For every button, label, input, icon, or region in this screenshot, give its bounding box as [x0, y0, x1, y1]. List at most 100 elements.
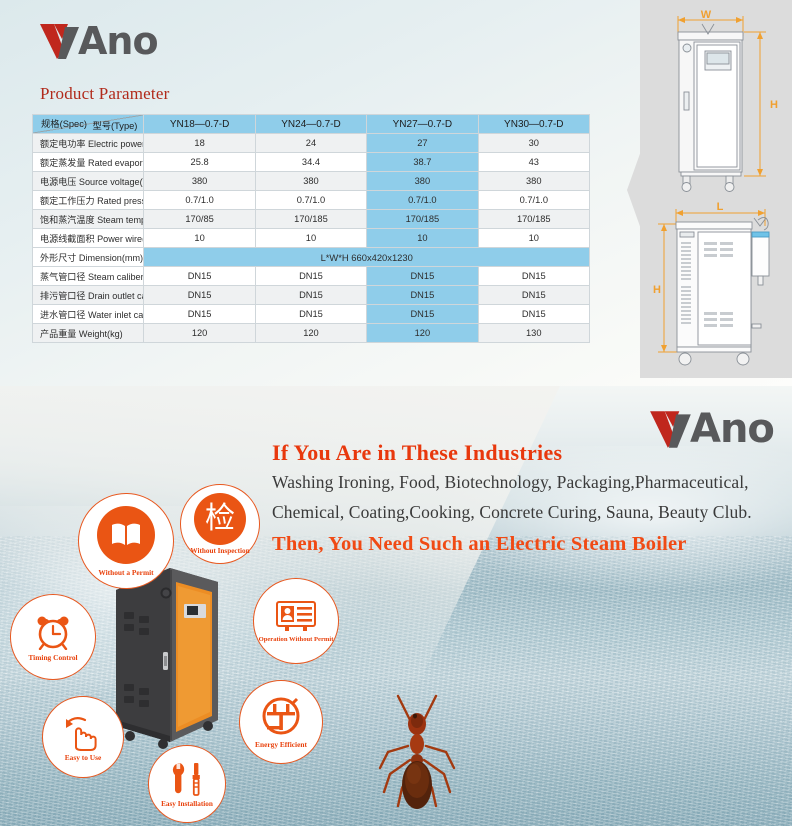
spec-cell: DN15 — [143, 266, 256, 286]
corner-type-label: 型号(Type) — [92, 121, 138, 131]
spec-row-label: 饱和蒸汽温度 Steam temperature(℃) — [31, 209, 145, 229]
spec-row-label: 电源电压 Source voltage(V) — [31, 171, 145, 191]
spec-row-label: 外形尺寸 Dimension(mm) — [31, 247, 145, 267]
table-row: 进水管口径 Water inlet caliber(mm)DN15DN15DN1… — [31, 304, 591, 324]
spec-cell: DN15 — [254, 285, 368, 305]
promo-cta: Then, You Need Such an Electric Steam Bo… — [272, 533, 687, 555]
spec-row-label: 蒸气管口径 Steam caliber(mm) — [31, 266, 145, 286]
vano-logo-icon — [648, 408, 696, 450]
brand-logo-secondary: Ano — [648, 406, 775, 452]
spec-cell: 120 — [254, 323, 368, 343]
badge-without-inspection[interactable]: 检 Without Inspection — [180, 484, 260, 564]
badge-energy-efficient[interactable]: Energy Efficient — [239, 680, 323, 764]
badge-caption: Timing Control — [28, 653, 78, 663]
spec-table-model-header: YN24—0.7-D — [254, 114, 368, 134]
spec-cell: DN15 — [254, 304, 368, 324]
wrench-screwdriver-icon — [167, 760, 207, 798]
badge-caption: Operation Without Permit — [258, 635, 334, 643]
spec-row-label: 额定工作压力 Rated pressure(MPa) — [31, 190, 145, 210]
spec-row-label: 额定电功率 Electric power(KW) — [31, 133, 145, 153]
spec-cell: 10 — [143, 228, 256, 248]
spec-row-label: 电源线截面积 Power wire(mm²) — [31, 228, 145, 248]
spec-table-corner: 型号(Type) 规格(Spec) — [31, 114, 145, 134]
dimension-value: L*W*H 660x420x1230 — [143, 247, 590, 267]
spec-row-label: 额定蒸发量 Rated evaporation(Kg/h) — [31, 152, 145, 172]
id-card-icon — [274, 599, 318, 633]
spec-cell: 27 — [366, 133, 479, 153]
spec-cell: 38.7 — [366, 152, 479, 172]
spec-cell: DN15 — [143, 285, 256, 305]
width-dimension-label: W — [701, 9, 712, 21]
open-book-icon — [97, 505, 155, 564]
table-row: 额定蒸发量 Rated evaporation(Kg/h)25.834.438.… — [31, 152, 591, 172]
badge-timing-control[interactable]: Timing Control — [10, 594, 96, 680]
spec-cell: 10 — [366, 228, 479, 248]
spec-cell: DN15 — [477, 266, 591, 286]
badge-without-a-permit[interactable]: Without a Permit — [78, 493, 174, 589]
spec-cell: DN15 — [477, 285, 591, 305]
table-row: 额定工作压力 Rated pressure(MPa)0.7/1.00.7/1.0… — [31, 190, 591, 210]
page-title: Product Parameter — [40, 84, 170, 103]
table-row: 排污管口径 Drain outlet caliber(mm)DN15DN15DN… — [31, 285, 591, 305]
length-dimension-label: L — [717, 201, 724, 213]
corner-spec-label: 规格(Spec) — [41, 119, 87, 129]
table-row-dimension: 外形尺寸 Dimension(mm) L*W*H 660x420x1230 — [31, 247, 590, 267]
brand-logo: Ano — [38, 19, 159, 63]
brand-name-secondary: Ano — [690, 406, 775, 452]
spec-row-label: 排污管口径 Drain outlet caliber(mm) — [31, 285, 145, 305]
vano-logo-icon — [38, 21, 84, 61]
spec-row-label: 产品重量 Weight(kg) — [31, 323, 145, 343]
badge-easy-installation[interactable]: Easy Installation — [148, 745, 226, 823]
inspection-character-icon: 检 — [194, 492, 246, 545]
table-row: 饱和蒸汽温度 Steam temperature(℃)170/85 170/185… — [31, 209, 591, 229]
spec-cell: 170/185 — [366, 209, 479, 229]
promo-industries-line-2: Chemical, Coating,Cooking, Concrete Curi… — [272, 502, 752, 522]
spec-cell: DN15 — [366, 285, 479, 305]
spec-cell: DN15 — [143, 304, 256, 324]
spec-cell: 170/185 — [477, 209, 591, 229]
boiler-side-view-drawing: L H — [648, 200, 788, 375]
table-row: 产品重量 Weight(kg) 120 120 120 130 — [31, 323, 591, 343]
boiler-front-view-drawing: W H — [648, 8, 788, 198]
spec-cell: 380 — [254, 171, 368, 191]
spec-cell: 10 — [477, 228, 591, 248]
spec-row-label: 进水管口径 Water inlet caliber(mm) — [31, 304, 145, 324]
promo-headline: If You Are in These Industries — [272, 440, 563, 465]
spec-cell: 0.7/1.0 — [366, 190, 479, 210]
brand-name: Ano — [78, 19, 159, 63]
spec-cell: 130 — [477, 323, 591, 343]
spec-cell: DN15 — [366, 266, 479, 286]
energy-saving-icon — [259, 695, 303, 739]
spec-cell: 18 — [143, 133, 256, 153]
badge-caption: Without a Permit — [98, 567, 154, 577]
spec-cell: DN15 — [477, 304, 591, 324]
spec-cell: 24 — [254, 133, 368, 153]
spec-cell: DN15 — [366, 304, 479, 324]
spec-cell: 380 — [477, 171, 591, 191]
electric-steam-boiler-photo — [108, 560, 226, 750]
top-panel: Ano Product Parameter 型号(Type) 规格(Spec) YN… — [0, 0, 792, 386]
spec-cell: 0.7/1.0 — [477, 190, 591, 210]
height-dimension-label-front: H — [770, 99, 778, 111]
promo-industries-line-1: Washing Ironing, Food, Biotechnology, Pa… — [272, 472, 749, 492]
spec-table-model-header: YN18—0.7-D — [143, 114, 256, 134]
spec-cell: 30 — [477, 133, 591, 153]
inspection-glyph: 检 — [205, 500, 235, 536]
spec-table: 型号(Type) 规格(Spec) YN18—0.7-D YN24—0.7-D YN27… — [31, 114, 591, 343]
alarm-clock-icon — [33, 612, 73, 651]
spec-cell: 43 — [477, 152, 591, 172]
spec-table-model-header: YN30—0.7-D — [477, 114, 591, 134]
spec-table-model-header: YN27—0.7-D — [366, 114, 479, 134]
spec-cell: 25.8 — [143, 152, 256, 172]
spec-cell: 10 — [254, 228, 368, 248]
pointing-hand-icon — [63, 713, 103, 751]
spec-cell: 0.7/1.0 — [143, 190, 256, 210]
spec-cell: DN15 — [254, 266, 368, 286]
badge-operation-without-permit[interactable]: Operation Without Permit — [253, 578, 339, 664]
spec-cell: 170/85 — [143, 209, 256, 229]
badge-easy-to-use[interactable]: Easy to Use — [42, 696, 124, 778]
